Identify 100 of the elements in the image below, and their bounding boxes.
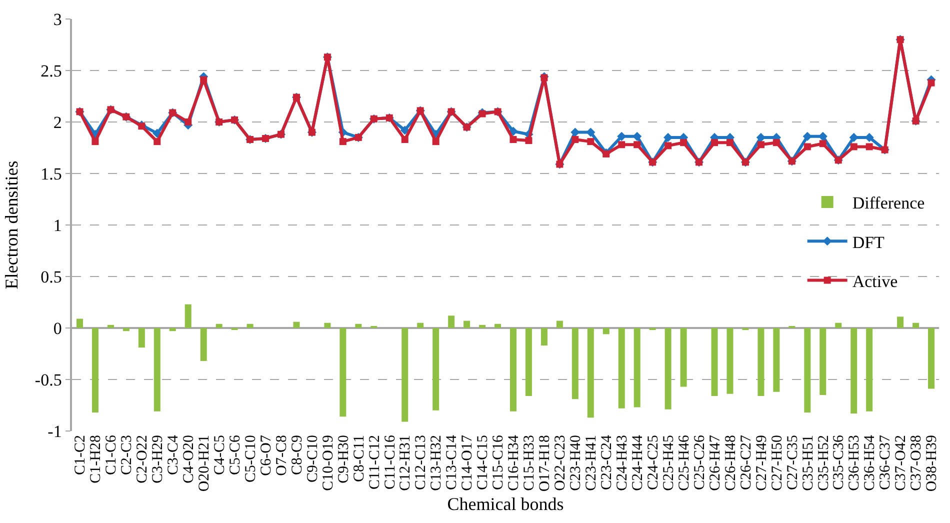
x-tick-label: C1-H28 [88, 435, 104, 484]
x-tick-label: O22-C23 [552, 435, 569, 491]
x-tick-label: C4-O20 [180, 435, 197, 484]
y-tick-label: 2 [53, 112, 62, 132]
x-tick-label: C1-C6 [104, 434, 120, 476]
x-tick-label: C13-C14 [444, 434, 460, 490]
x-tick-label: C10-O19 [320, 435, 336, 491]
x-tick-label: C9-H30 [336, 435, 352, 484]
x-tick-label: O20-H21 [196, 435, 212, 492]
point [400, 126, 410, 135]
x-tick-label: C36-C37 [878, 434, 894, 490]
point [866, 143, 873, 150]
y-tick-label: 0.5 [40, 267, 62, 286]
bar [680, 328, 687, 387]
bar [107, 324, 114, 328]
y-tick-label: 3 [53, 10, 62, 29]
x-tick-label: C4-C5 [212, 435, 228, 476]
y-tick-label: -0.5 [34, 370, 62, 390]
point [711, 139, 718, 146]
x-tick-label: C27-C35 [784, 435, 801, 490]
x-tick-label: C25-C26 [692, 434, 708, 490]
point [200, 76, 208, 84]
y-tick-label: -1 [48, 422, 62, 441]
x-tick-label: C2-C3 [119, 435, 136, 476]
legend-label: Active [852, 272, 898, 291]
point [184, 118, 192, 126]
bar [293, 322, 300, 328]
bar [618, 328, 625, 408]
bar [850, 328, 858, 414]
x-tick-label: C35-H51 [800, 435, 816, 491]
x-tick-label: C26-C27 [738, 434, 754, 490]
x-tick-label: C3-H29 [150, 435, 166, 484]
point [850, 143, 858, 150]
bar [479, 324, 486, 328]
point [510, 136, 517, 144]
bar [324, 322, 331, 328]
bar [664, 328, 672, 410]
bar [525, 328, 532, 396]
point [757, 141, 764, 148]
x-tick-label: C15-C16 [490, 434, 507, 490]
point [802, 132, 812, 141]
x-tick-label: C14-O17 [460, 434, 476, 491]
y-axis-title: Electron densities [2, 160, 22, 290]
bar [464, 320, 470, 328]
y-tick-label: 1.5 [40, 164, 62, 184]
x-tick-label: C26-H48 [722, 435, 739, 491]
bar [154, 328, 160, 412]
x-tick-label: C37-O42 [893, 435, 910, 491]
bar [540, 328, 548, 346]
bar [711, 328, 718, 396]
bar [510, 328, 516, 412]
point [726, 139, 734, 146]
x-tick-label: C5-C6 [227, 434, 244, 476]
bar [138, 328, 145, 348]
bar [200, 328, 207, 361]
bar [928, 328, 935, 389]
bar [897, 316, 904, 328]
x-tick-label: C14-C15 [475, 435, 492, 490]
bar [634, 328, 640, 408]
y-tick-label: 0 [53, 318, 62, 338]
bar [432, 328, 440, 410]
bar [773, 328, 780, 392]
x-tick-label: C12-C13 [413, 435, 430, 490]
x-tick-label: C11-C16 [382, 434, 398, 490]
bar [246, 324, 254, 328]
point [634, 141, 641, 148]
x-tick-label: C24-H44 [630, 434, 646, 491]
x-tick-label: C9-C10 [304, 435, 321, 483]
x-tick-label: C27-H49 [754, 435, 770, 491]
bar [556, 320, 563, 328]
bar [169, 328, 176, 332]
x-tick-label: C23-C24 [599, 434, 616, 490]
y-tick-label: 2.5 [40, 61, 62, 80]
point [339, 138, 346, 146]
point [154, 138, 161, 146]
point [804, 143, 811, 150]
legend-label: DFT [852, 232, 886, 252]
bar [587, 328, 594, 418]
point [432, 138, 440, 146]
bar [417, 322, 424, 328]
point [928, 79, 935, 86]
x-tick-label: C8-C9 [289, 435, 306, 476]
x-tick-label: C5-C10 [242, 435, 259, 483]
x-tick-label: C16-H34 [506, 434, 522, 491]
x-tick-label: C25-H45 [660, 435, 677, 491]
x-tick-label: C26-H47 [707, 434, 724, 491]
point [525, 137, 532, 144]
x-tick-label: C23-H41 [584, 435, 600, 491]
point [664, 142, 672, 150]
point [819, 140, 826, 148]
bar [572, 328, 578, 400]
x-tick-label: C37-O38 [908, 435, 925, 491]
x-tick-label: C24-C25 [645, 435, 662, 490]
bar [76, 318, 83, 328]
x-tick-label: C3-C4 [166, 434, 182, 476]
x-tick-label: C36-H54 [862, 434, 878, 491]
bar [835, 322, 842, 328]
x-tick-label: C12-H31 [398, 435, 414, 491]
point [680, 139, 688, 146]
y-tick-label: 1 [53, 216, 62, 235]
